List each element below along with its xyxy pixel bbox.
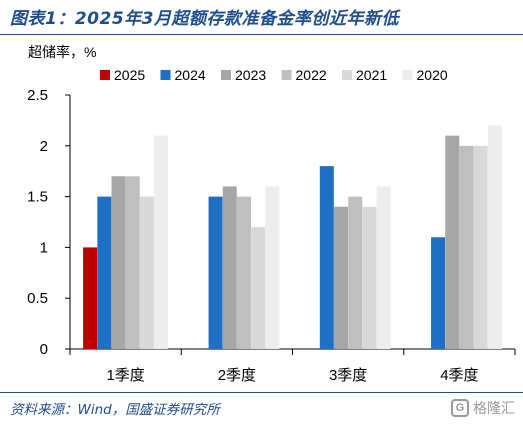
bar-2023 [334, 206, 349, 349]
bar-2021 [251, 227, 266, 349]
bars [83, 125, 502, 349]
bar-2021 [139, 196, 154, 349]
source-divider [0, 392, 523, 393]
y-tick-label: 2.5 [27, 87, 48, 104]
bar-2023 [111, 176, 126, 349]
y-tick-label: 0.5 [27, 290, 48, 307]
bar-2022 [459, 145, 474, 349]
watermark-text: 格隆汇 [473, 401, 515, 417]
legend-label-2024: 2024 [175, 67, 206, 83]
y-tick-label: 0 [40, 341, 48, 358]
bar-2020 [154, 135, 169, 349]
y-axis: 0 0.5 1 1.5 2 2.5 [27, 87, 71, 358]
bar-2020 [376, 186, 391, 349]
bar-2020 [265, 186, 280, 349]
bar-2022 [348, 196, 363, 349]
legend-swatch-2021 [342, 70, 352, 80]
y-axis-label: 超储率，% [28, 44, 96, 60]
y-tick-label: 2 [40, 138, 48, 155]
legend-swatch-2022 [281, 70, 292, 80]
x-tick-label: 1季度 [106, 367, 144, 384]
source-note: 资料来源：Wind，国盛证券研究所 [10, 402, 220, 418]
x-tick-label: 2季度 [218, 367, 256, 384]
bar-2023 [445, 135, 460, 349]
bar-2022 [125, 176, 140, 349]
watermark: G 格隆汇 [451, 398, 515, 418]
legend-swatch-2024 [160, 70, 171, 80]
legend-label-2023: 2023 [235, 67, 266, 83]
legend-swatch-2025 [100, 70, 110, 80]
legend-label-2025: 2025 [114, 67, 145, 83]
bar-2024 [431, 237, 446, 349]
bar-chart: 超储率，% 2025 2024 2023 2022 2021 2020 0 0.5 1 1.5 2… [27, 44, 516, 384]
x-axis: 1季度 2季度 3季度 4季度 [69, 348, 516, 384]
y-tick-label: 1.5 [27, 189, 48, 206]
x-tick-label: 3季度 [329, 367, 367, 384]
bar-2020 [487, 125, 502, 349]
figure-title: 图表1：2025年3月超额存款准备金率创近年新低 [10, 9, 399, 29]
legend-label-2021: 2021 [356, 67, 387, 83]
legend-label-2022: 2022 [296, 67, 327, 83]
legend-swatch-2020 [402, 70, 413, 80]
bar-2024 [319, 166, 334, 349]
bar-2025 [83, 247, 98, 349]
x-tick-label: 4季度 [440, 367, 478, 384]
watermark-logo-icon: G [451, 399, 469, 417]
bar-2022 [236, 196, 251, 349]
legend: 2025 2024 2023 2022 2021 2020 [100, 67, 448, 83]
legend-swatch-2023 [221, 70, 231, 80]
bar-2024 [97, 196, 112, 349]
bar-2021 [473, 145, 488, 349]
bar-2024 [208, 196, 223, 349]
bar-2021 [362, 206, 377, 349]
bar-2023 [222, 186, 237, 349]
y-tick-label: 1 [40, 239, 48, 256]
legend-label-2020: 2020 [417, 67, 448, 83]
title-divider [0, 34, 523, 35]
